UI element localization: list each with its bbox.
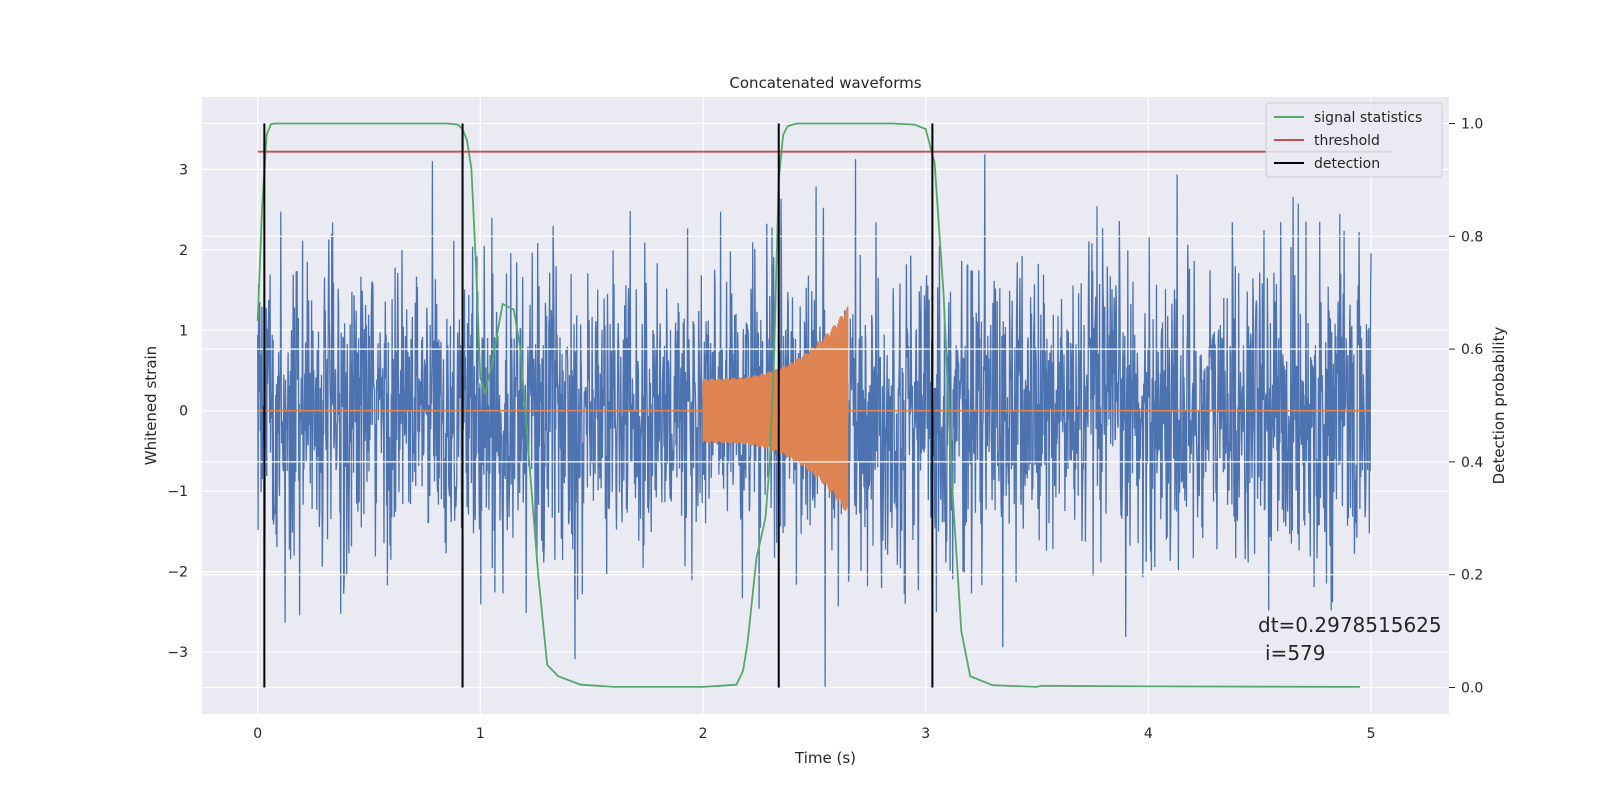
signal-statistics-line — [256, 122, 1360, 688]
y-tick-label: −2 — [167, 565, 188, 581]
y2-tick-label: 0.8 — [1461, 229, 1483, 245]
legend: signal statistics threshold detection — [1265, 102, 1443, 178]
x-tick-label: 3 — [921, 726, 930, 742]
legend-box — [1265, 102, 1443, 178]
injected-chirp-0 — [702, 306, 849, 511]
plot-area — [202, 122, 1449, 689]
y2-axis-label: Detection probability — [1490, 327, 1508, 485]
y-tick-label: 0 — [179, 404, 188, 420]
x-tick-label: 1 — [476, 726, 485, 742]
y-tick-label: −3 — [167, 645, 188, 661]
noise-trace — [257, 154, 1372, 687]
y2-tick-label: 0.0 — [1461, 680, 1483, 696]
annotation-i: i=579 — [1265, 641, 1326, 665]
x-tick-label: 2 — [699, 726, 708, 742]
x-tick-label: 5 — [1367, 726, 1376, 742]
x-tick-label: 0 — [253, 726, 262, 742]
y2-tick-label: 0.6 — [1461, 342, 1483, 358]
legend-label-threshold: threshold — [1314, 133, 1380, 149]
legend-label-detection: detection — [1314, 156, 1380, 172]
x-axis-label: Time (s) — [794, 749, 856, 767]
legend-label-signal-statistics: signal statistics — [1314, 110, 1422, 126]
y2-tick-label: 0.2 — [1461, 568, 1483, 584]
y-tick-label: −1 — [167, 484, 188, 500]
chart-title: Concatenated waveforms — [729, 74, 921, 92]
y-tick-label: 3 — [179, 162, 188, 178]
axes: 0 1 2 3 4 5 −3 −2 −1 0 1 2 3 0.0 0.2 0.4 0.6 0.8 1.0 — [167, 117, 1483, 742]
y2-tick-label: 0.4 — [1461, 455, 1483, 471]
y-tick-label: 1 — [179, 323, 188, 339]
annotation-dt: dt=0.2978515625 — [1258, 613, 1442, 637]
y-tick-label: 2 — [179, 243, 188, 259]
y2-tick-label: 1.0 — [1461, 117, 1483, 133]
y-axis-label: Whitened strain — [142, 346, 160, 465]
x-tick-label: 4 — [1144, 726, 1153, 742]
